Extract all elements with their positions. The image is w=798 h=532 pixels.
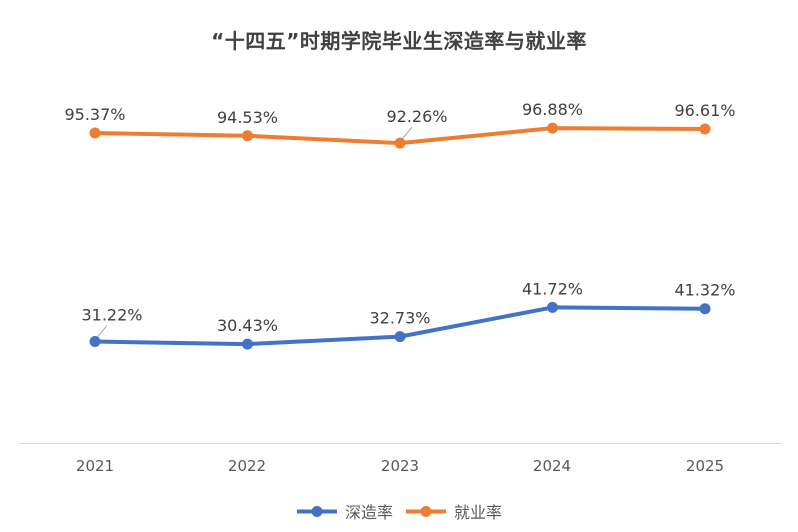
further-study-rate-data-label-2021: 31.22%	[81, 306, 142, 325]
legend-item-employment-rate: 就业率	[405, 499, 502, 523]
legend-item-further-study-rate: 深造率	[296, 499, 393, 523]
legend-label-employment-rate: 就业率	[454, 503, 503, 522]
further-study-rate-data-label-2025: 41.32%	[674, 281, 735, 300]
legend-marker-further-study-rate	[296, 505, 337, 517]
further-study-rate-point-2024	[547, 301, 558, 313]
employment-rate-point-2023	[394, 137, 406, 149]
further-study-rate-label-leader-line	[96, 325, 108, 338]
x-tick-2021: 2021	[75, 457, 115, 475]
legend-label-further-study-rate: 深造率	[344, 503, 393, 522]
further-study-rate-point-2023	[394, 331, 406, 343]
chart-legend: 深造率 就业率	[0, 499, 798, 523]
chart-title: “十四五”时期学院毕业生深造率与就业率	[211, 29, 587, 53]
x-tick-2024: 2024	[532, 457, 572, 475]
employment-rate-data-label-2025: 96.61%	[674, 101, 735, 120]
employment-rate-point-2022	[242, 130, 253, 142]
employment-rate-label-leader-line	[401, 126, 413, 140]
employment-rate-data-label-2024: 96.88%	[522, 100, 583, 119]
further-study-rate-data-label-2024: 41.72%	[522, 279, 583, 298]
x-axis-line	[19, 443, 782, 444]
x-tick-2023: 2023	[380, 457, 420, 475]
employment-rate-point-2025	[699, 123, 711, 135]
x-tick-2025: 2025	[685, 457, 725, 475]
employment-rate-data-label-2022: 94.53%	[217, 108, 278, 127]
employment-rate-point-2021	[89, 127, 101, 139]
further-study-rate-point-2021	[89, 336, 101, 348]
employment-rate-point-2024	[547, 122, 558, 134]
further-study-rate-point-2022	[242, 338, 253, 350]
x-tick-2022: 2022	[227, 457, 267, 475]
further-study-rate-data-label-2023: 32.73%	[369, 309, 430, 328]
further-study-rate-point-2025	[699, 303, 711, 315]
legend-marker-employment-rate	[406, 505, 446, 517]
further-study-rate-data-label-2022: 30.43%	[217, 316, 278, 335]
employment-rate-data-label-2021: 95.37%	[64, 105, 125, 124]
employment-rate-data-label-2023: 92.26%	[386, 107, 447, 126]
